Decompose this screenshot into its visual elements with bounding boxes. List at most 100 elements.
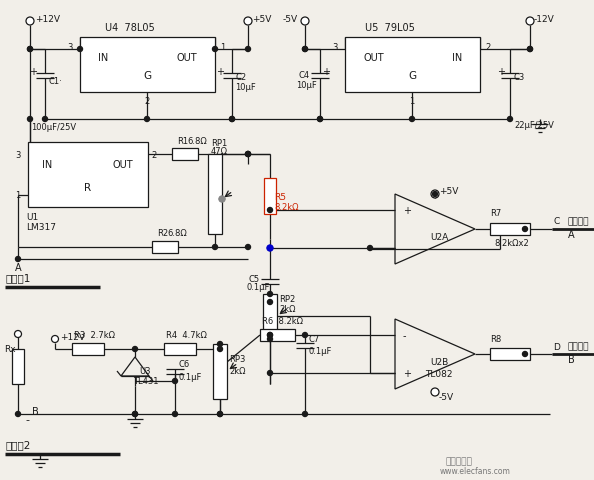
Bar [164, 343, 196, 355]
Circle shape [15, 412, 21, 417]
Circle shape [267, 337, 273, 342]
Bar [260, 329, 295, 341]
Circle shape [431, 388, 439, 396]
Text: R1: R1 [177, 136, 188, 145]
Text: 22μF/25V: 22μF/25V [514, 120, 554, 129]
Text: R: R [84, 182, 91, 192]
Text: TL082: TL082 [425, 370, 453, 379]
Text: R5: R5 [274, 192, 286, 201]
Circle shape [217, 412, 223, 417]
Circle shape [267, 333, 273, 338]
Text: 8.2kΩx2: 8.2kΩx2 [494, 239, 529, 248]
Text: C2: C2 [235, 73, 246, 83]
Text: 2kΩ: 2kΩ [279, 305, 295, 314]
Circle shape [245, 245, 251, 250]
Circle shape [431, 191, 439, 199]
Text: R3  2.7kΩ: R3 2.7kΩ [74, 331, 115, 340]
Bar [28, 143, 148, 207]
Text: 2: 2 [485, 43, 491, 52]
Bar [263, 294, 277, 339]
Text: 电子发烧友: 电子发烧友 [445, 456, 472, 466]
Circle shape [318, 117, 323, 122]
Circle shape [217, 412, 223, 417]
Text: 2kΩ: 2kΩ [229, 367, 245, 376]
Text: 2: 2 [144, 96, 150, 105]
Text: +12V: +12V [35, 15, 60, 24]
Bar [72, 343, 104, 355]
Text: U2A: U2A [430, 233, 448, 242]
Text: G: G [143, 71, 151, 81]
Text: 1: 1 [220, 43, 226, 52]
Text: 0.1μF: 0.1μF [246, 283, 269, 292]
Text: 0.1μF: 0.1μF [308, 347, 331, 356]
Text: IN: IN [42, 160, 52, 169]
Text: OUT: OUT [112, 160, 133, 169]
Bar [213, 344, 227, 399]
Circle shape [219, 197, 225, 203]
Text: U4  78L05: U4 78L05 [105, 23, 155, 33]
Circle shape [220, 197, 225, 202]
Circle shape [14, 331, 21, 338]
Text: RP3: RP3 [229, 355, 245, 364]
Text: +: + [403, 368, 411, 378]
Circle shape [409, 117, 415, 122]
Text: 8.2kΩ: 8.2kΩ [274, 202, 299, 211]
Text: 10μF: 10μF [296, 80, 317, 89]
Text: 6.8Ω: 6.8Ω [167, 229, 187, 238]
Circle shape [301, 18, 309, 26]
Text: +: + [322, 67, 330, 77]
Circle shape [27, 48, 33, 52]
Text: -5V: -5V [439, 393, 454, 402]
Circle shape [245, 152, 251, 157]
Text: Rx: Rx [4, 345, 15, 354]
Text: D: D [553, 342, 560, 351]
Text: 3: 3 [332, 43, 337, 52]
Text: C6: C6 [178, 360, 189, 369]
Text: www.elecfans.com: www.elecfans.com [440, 467, 511, 476]
Text: OUT: OUT [363, 53, 384, 63]
Circle shape [267, 208, 273, 213]
Circle shape [302, 333, 308, 338]
Text: 6.8Ω: 6.8Ω [187, 136, 207, 145]
Text: C7: C7 [308, 334, 319, 343]
Circle shape [267, 292, 273, 297]
Circle shape [217, 342, 223, 347]
Circle shape [244, 18, 252, 26]
Text: +12V: +12V [60, 333, 85, 342]
Bar [208, 155, 222, 235]
Text: -: - [403, 243, 406, 253]
Circle shape [267, 371, 273, 376]
Text: 47Ω: 47Ω [211, 146, 228, 155]
Circle shape [527, 48, 532, 52]
Circle shape [267, 245, 273, 252]
Text: IN: IN [452, 53, 462, 63]
Circle shape [15, 257, 21, 262]
Bar [12, 349, 24, 384]
Circle shape [368, 246, 372, 251]
Bar [264, 179, 276, 215]
Text: B: B [32, 406, 39, 416]
Text: +5V: +5V [439, 187, 459, 196]
Text: U5  79L05: U5 79L05 [365, 23, 415, 33]
Text: B: B [568, 354, 575, 364]
Text: TL431: TL431 [133, 377, 159, 386]
Text: 测试笔1: 测试笔1 [5, 273, 30, 282]
Circle shape [526, 18, 534, 26]
Text: -12V: -12V [534, 15, 555, 24]
Circle shape [27, 117, 33, 122]
Text: 0.1μF: 0.1μF [178, 373, 201, 382]
Circle shape [132, 412, 137, 417]
Text: LM317: LM317 [26, 223, 56, 232]
Text: 3: 3 [67, 43, 72, 52]
Circle shape [26, 18, 34, 26]
Circle shape [302, 48, 308, 52]
Circle shape [245, 152, 251, 157]
Text: U3: U3 [139, 367, 150, 376]
Circle shape [132, 347, 137, 352]
Circle shape [432, 192, 438, 197]
Circle shape [144, 117, 150, 122]
Circle shape [245, 152, 251, 157]
Text: +: + [216, 67, 224, 77]
Text: 万用表笔: 万用表笔 [568, 217, 589, 226]
Bar [345, 38, 480, 93]
